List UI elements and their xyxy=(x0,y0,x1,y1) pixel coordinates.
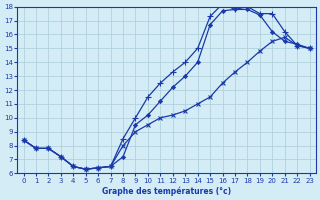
X-axis label: Graphe des températures (°c): Graphe des températures (°c) xyxy=(102,186,231,196)
